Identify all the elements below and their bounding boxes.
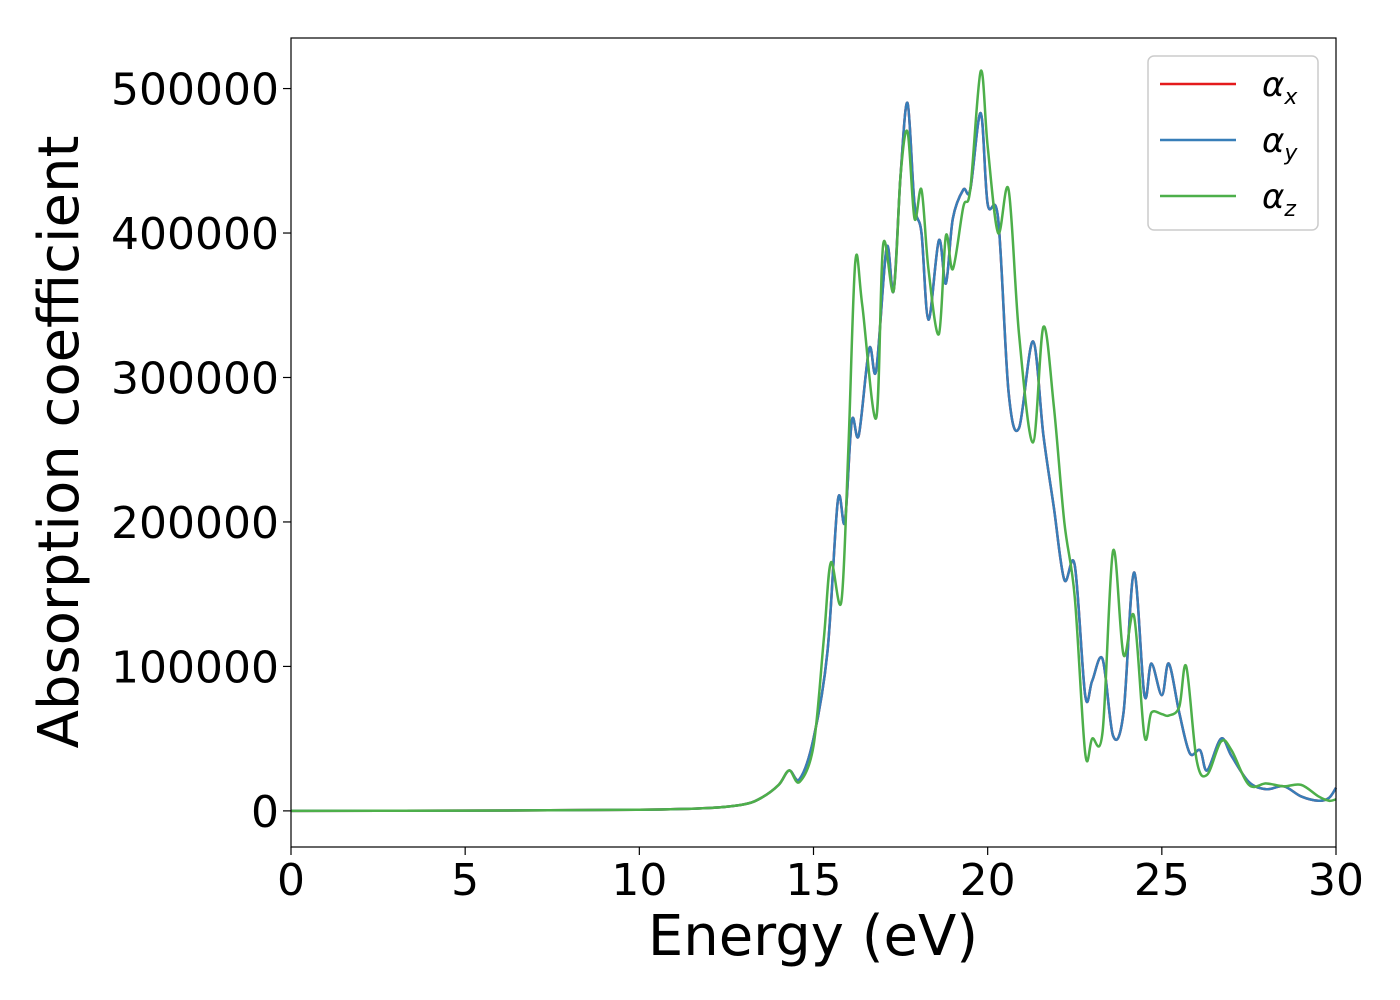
x-tick-label: 5 [451,855,479,906]
y-tick-label: 400000 [111,209,279,260]
series-line-z [290,69,1337,813]
y-tick-label: 300000 [111,353,279,404]
y-tick-label: 0 [251,787,279,838]
y-axis-ticks: 0 100000 200000 300000 400000 500000 [111,65,291,838]
x-tick-label: 10 [611,855,667,906]
y-tick-label: 500000 [111,65,279,116]
y-tick-label: 200000 [111,498,279,549]
series-line-y [290,101,1338,813]
x-axis-ticks: 0 5 10 15 20 25 30 [277,847,1364,906]
legend-label-x: αx [1262,65,1298,110]
x-tick-label: 0 [277,855,305,906]
y-tick-label: 100000 [111,642,279,693]
series-lines [290,69,1338,813]
legend: αx αy αz [1147,55,1319,231]
legend-label-y: αy [1262,121,1298,166]
legend-box [1147,55,1319,231]
y-axis-label: Absorption coefficient [27,136,92,749]
x-tick-label: 25 [1134,855,1190,906]
x-tick-label: 20 [960,855,1016,906]
x-tick-label: 15 [786,855,842,906]
x-axis-label: Energy (eV) [648,904,978,969]
legend-label-z: αz [1262,177,1296,222]
x-tick-label: 30 [1308,855,1364,906]
